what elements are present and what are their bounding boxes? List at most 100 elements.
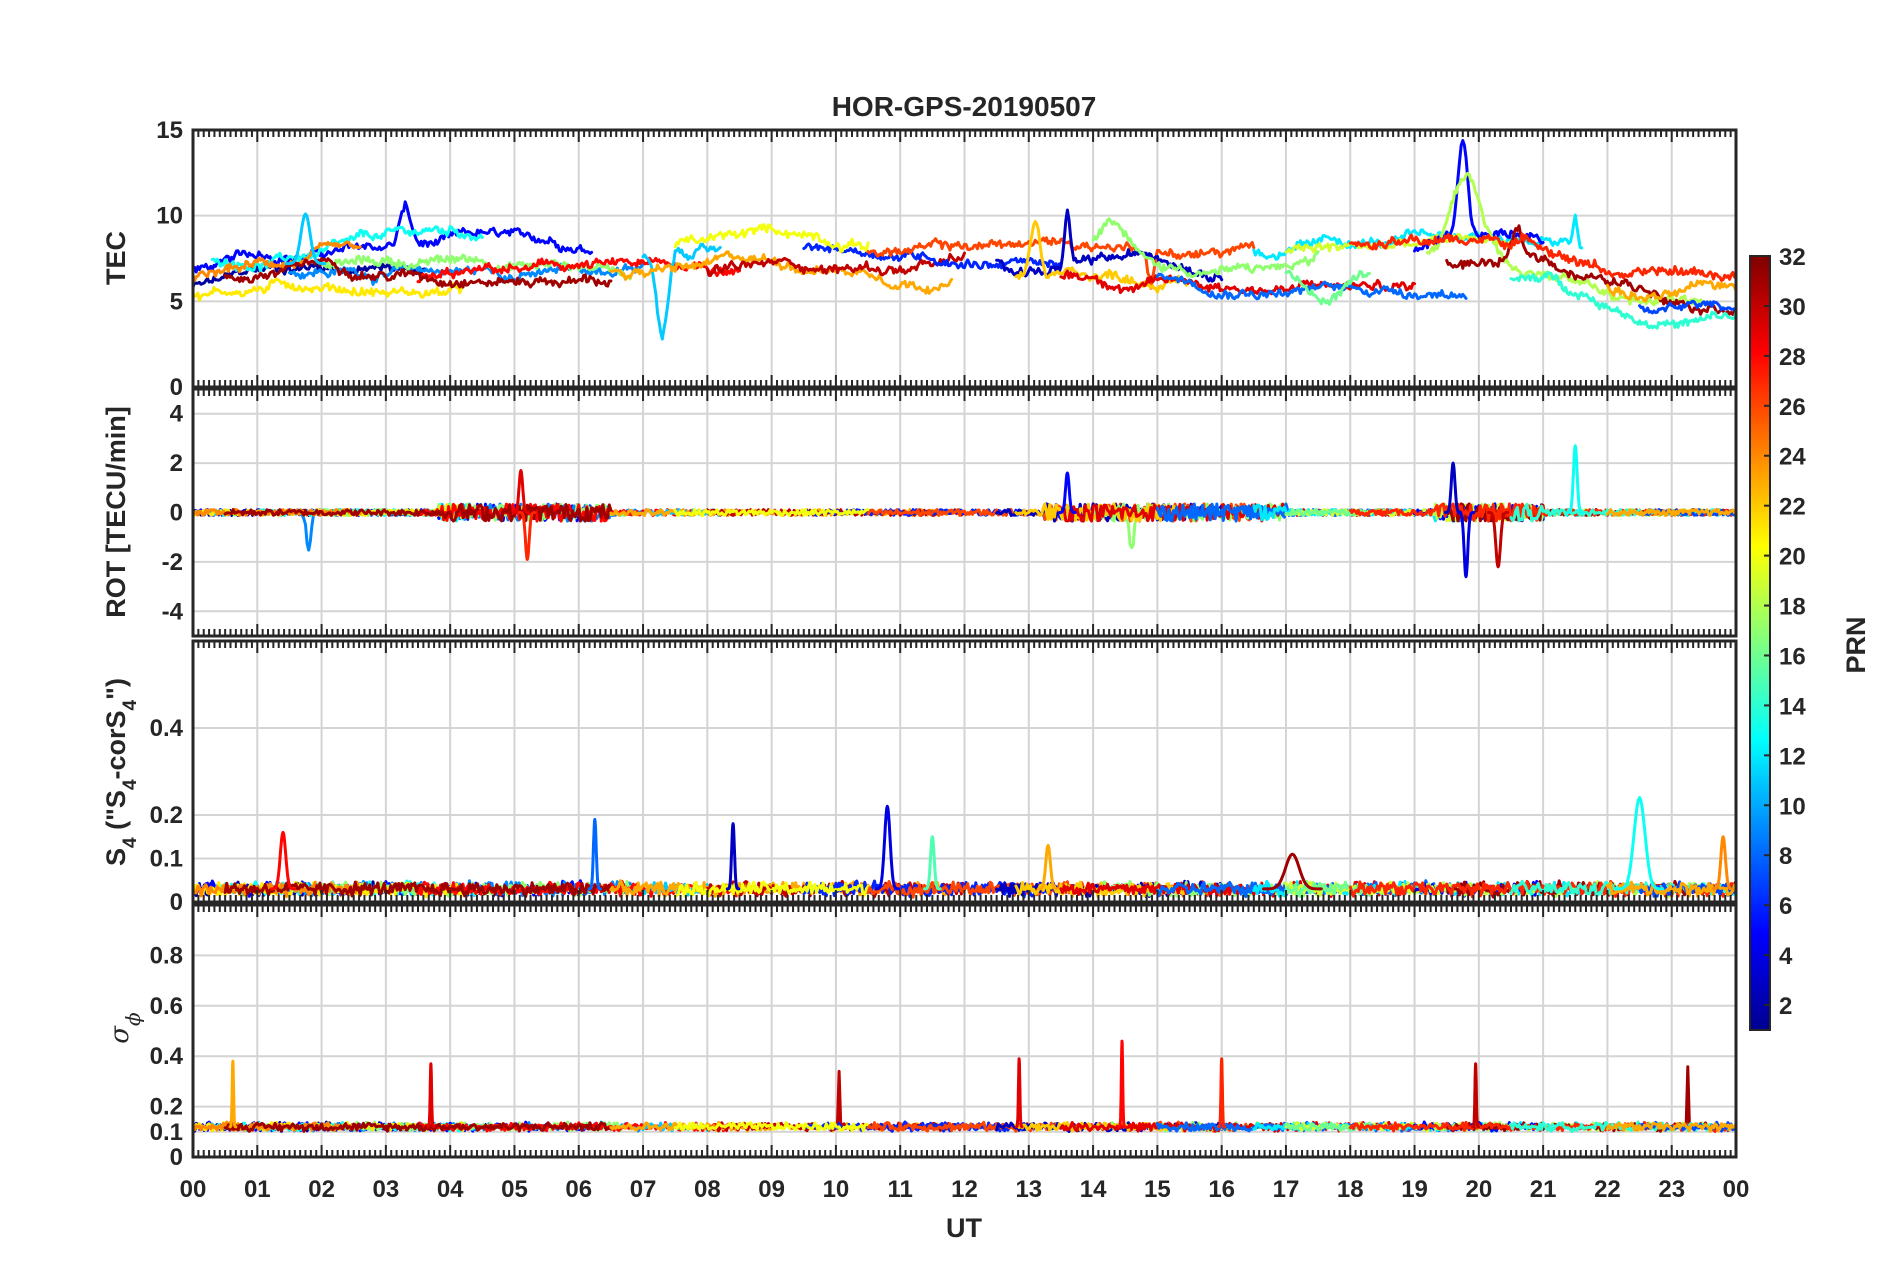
event-prn-24	[1712, 835, 1735, 891]
event-prn-28	[1117, 1039, 1127, 1129]
y-tick-rot: 0	[170, 500, 183, 527]
colorbar-tick-label: 24	[1779, 444, 1806, 471]
event-prn-27	[1217, 1057, 1227, 1129]
y-tick-s4: 0.2	[150, 802, 183, 829]
trace-prn-2	[193, 262, 426, 289]
trace-prn-7	[1638, 299, 1736, 315]
x-tick-label: 05	[501, 1176, 528, 1203]
x-tick-label: 10	[823, 1176, 850, 1203]
event-prn-4	[1456, 511, 1476, 579]
colorbar-tick-label: 6	[1779, 893, 1792, 920]
trace-prn-23	[1605, 279, 1736, 303]
event-prn-27	[518, 511, 537, 561]
y-tick-rot: 4	[170, 401, 184, 428]
x-tick-label: 00	[180, 1176, 207, 1203]
y-tick-tec: 15	[156, 117, 183, 144]
x-tick-label: 04	[437, 1176, 464, 1203]
y-tick-sigma: 0	[170, 1144, 183, 1171]
trace-prn-23	[609, 250, 954, 295]
y-tick-tec: 5	[170, 288, 183, 315]
colorbar-tick-label: 8	[1779, 843, 1792, 870]
x-tick-label: 23	[1658, 1176, 1685, 1203]
x-tick-label: 11	[888, 1176, 913, 1203]
event-prn-8	[587, 817, 603, 891]
trace-prn-20	[673, 223, 870, 253]
trace-prn-27	[1348, 232, 1736, 282]
x-tick-label: 14	[1080, 1176, 1107, 1203]
x-tick-label: 02	[308, 1176, 335, 1203]
trace-prn-8	[1155, 272, 1468, 301]
trace-prn-29	[1059, 269, 1416, 296]
y-axis-label-tec: TEC	[101, 231, 131, 285]
y-tick-sigma: 0.4	[150, 1043, 184, 1070]
x-tick-label: 01	[244, 1176, 271, 1203]
traces-rot	[193, 444, 1736, 579]
y-tick-sigma: 0.2	[150, 1094, 183, 1121]
y-tick-s4: 0.4	[150, 715, 184, 742]
tick-marks-sigma	[192, 905, 1737, 1157]
tick-marks-rot	[192, 389, 1737, 636]
colorbar-scale	[1749, 255, 1771, 1031]
trace-prn-31	[223, 257, 613, 289]
colorbar-label: PRN	[1841, 616, 1871, 673]
x-tick-label: 07	[630, 1176, 657, 1203]
trace-prn-14	[1509, 270, 1736, 330]
colorbar-tick-label: 22	[1779, 494, 1806, 521]
panel-rot: -4 -2 0 2 4 ROT [TECU/min]	[101, 387, 1738, 638]
x-tick-label: 06	[565, 1176, 592, 1203]
event-prn-29	[511, 469, 531, 514]
trace-prn-24	[193, 880, 362, 898]
colorbar-tick-label: 10	[1779, 793, 1806, 820]
x-tick-label: 19	[1401, 1176, 1428, 1203]
event-prn-23	[228, 1059, 238, 1129]
trace-prn-13	[210, 224, 484, 273]
y-tick-rot: 2	[170, 450, 183, 477]
trace-prn-23	[1605, 1121, 1736, 1133]
event-prn-4	[874, 804, 901, 891]
x-tick-label: 12	[951, 1176, 978, 1203]
tick-marks-s4	[192, 641, 1737, 902]
trace-prn-16	[1284, 1121, 1371, 1133]
trace-prn-20	[673, 1121, 870, 1132]
x-axis-label: UT	[946, 1213, 982, 1243]
x-tick-label: 09	[758, 1176, 785, 1203]
x-tick-label: 21	[1530, 1176, 1557, 1203]
x-tick-label: 13	[1015, 1176, 1042, 1203]
tick-marks-tec	[192, 130, 1737, 387]
trace-prn-11	[641, 242, 722, 341]
event-prn-13	[1566, 444, 1585, 514]
y-tick-s4: 0	[170, 889, 183, 916]
event-prn-11	[284, 212, 327, 266]
colorbar-tick-label: 30	[1779, 294, 1806, 321]
event-prn-15	[923, 835, 942, 891]
chart-title: HOR-GPS-20190507	[832, 91, 1097, 122]
colorbar-tick-label: 32	[1779, 244, 1806, 271]
colorbar-tick-label: 12	[1779, 743, 1806, 770]
trace-prn-31	[223, 503, 613, 523]
trace-prn-16	[1284, 269, 1371, 306]
event-prn-5	[1058, 471, 1077, 514]
x-tick-label: 22	[1594, 1176, 1621, 1203]
y-tick-sigma: 0.8	[150, 942, 183, 969]
traces-sigma	[193, 1039, 1736, 1133]
trace-prn-28	[416, 256, 741, 284]
event-prn-30	[1487, 511, 1510, 569]
x-tick-label: 16	[1208, 1176, 1235, 1203]
event-prn-3	[725, 822, 741, 891]
x-tick-label: 00	[1723, 1176, 1750, 1203]
trace-prn-17	[320, 253, 632, 281]
y-axis-label-rot: ROT [TECU/min]	[101, 406, 131, 617]
event-prn-13	[1614, 796, 1665, 891]
trace-prn-26	[866, 236, 1256, 290]
colorbar-tick-label: 28	[1779, 344, 1806, 371]
panel-tec: 0 5 10 15 TEC	[101, 117, 1738, 401]
x-axis: 00 01 02 03 04 05 06 07 08 09 10 11 12 13 14 15 16 17 18 19…	[180, 1176, 1750, 1203]
colorbar-tick-label: 4	[1779, 943, 1793, 970]
colorbar-tick-label: 16	[1779, 643, 1806, 670]
panel-sigma: 00.10.2 0.4 0.6 0.8 σϕ	[105, 903, 1738, 1171]
trace-prn-20	[673, 508, 870, 517]
event-prn-30	[1471, 1062, 1480, 1129]
trace-prn-12	[1252, 213, 1584, 261]
trace-prn-30	[705, 251, 966, 277]
